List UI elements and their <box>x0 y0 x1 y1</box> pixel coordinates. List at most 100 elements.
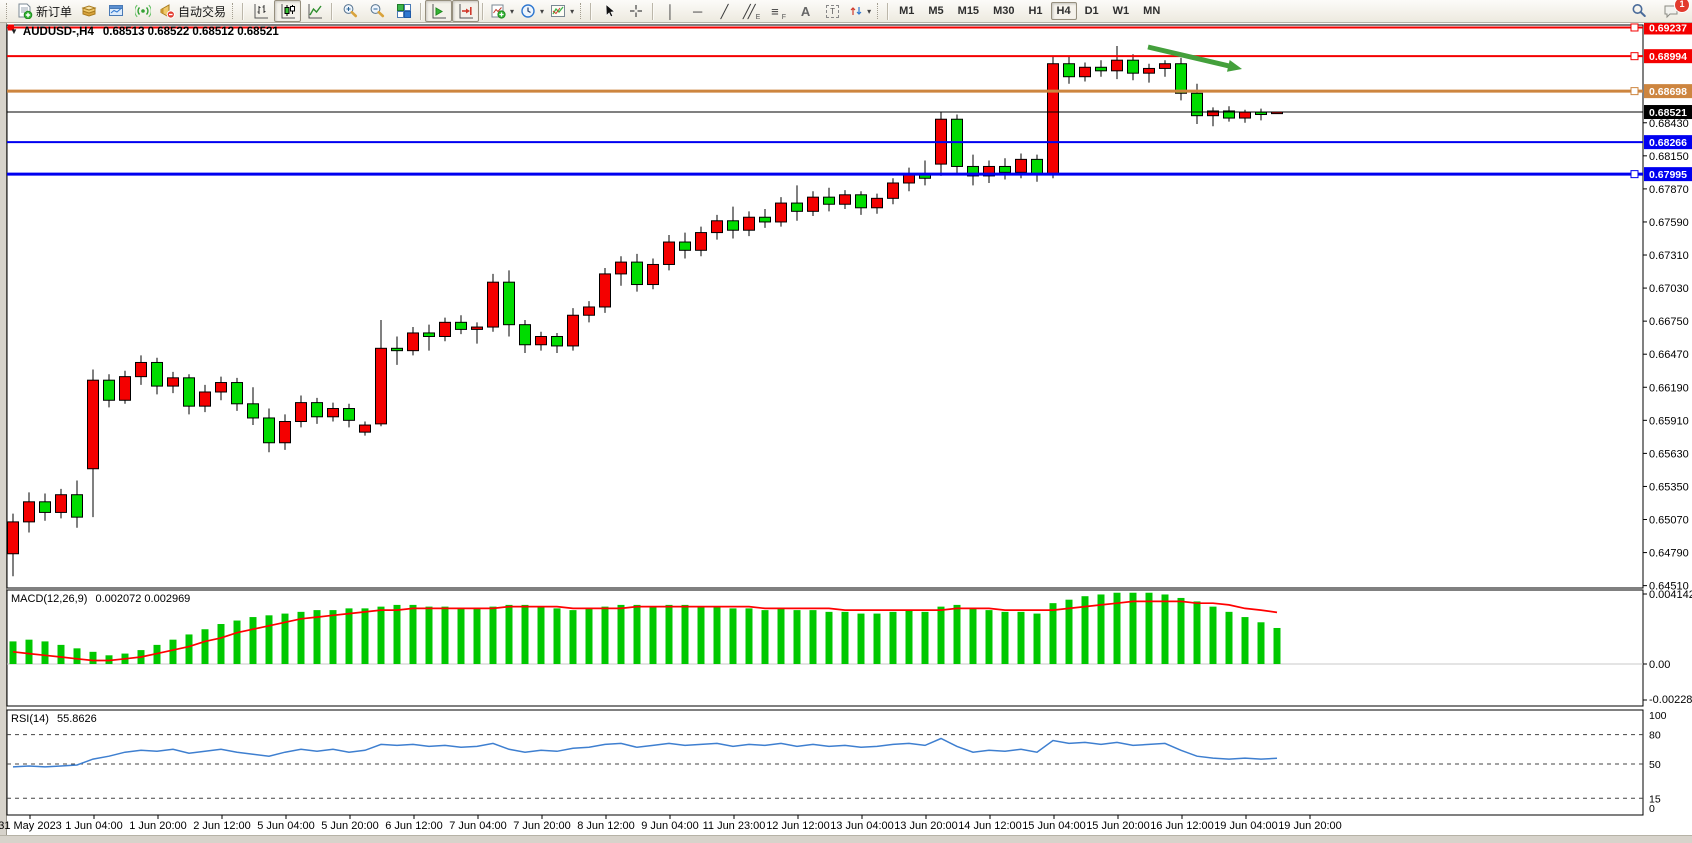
macd-bar <box>169 639 177 665</box>
macd-axis[interactable]: 0.004142 0.00 -0.002286 <box>1643 589 1692 706</box>
horizontal-line-button[interactable]: ─ <box>684 0 711 22</box>
market-watch-icon <box>80 3 97 19</box>
price-line-0.68994[interactable] <box>7 52 1643 61</box>
candle-down <box>727 220 739 231</box>
macd-bar <box>729 608 737 665</box>
timeframe-d1-button[interactable]: D1 <box>1084 5 1099 17</box>
macd-values: 0.002072 0.002969 <box>95 593 191 605</box>
rsi-title: RSI(14) <box>11 713 49 725</box>
chevron-down-icon: ▾ <box>867 6 872 16</box>
macd-bar <box>1177 597 1185 665</box>
notifications-button[interactable]: 1 <box>1658 0 1690 22</box>
svg-text:15 Jun 20:00: 15 Jun 20:00 <box>1086 820 1150 832</box>
candlestick-chart-button[interactable] <box>274 0 302 22</box>
svg-text:7 Jun 20:00: 7 Jun 20:00 <box>513 820 571 832</box>
rsi-value: 55.8626 <box>56 713 97 725</box>
macd-bar <box>313 610 321 665</box>
chart-shift-button[interactable] <box>452 0 480 22</box>
price-axis[interactable]: 0.68430 0.68150 0.67870 0.67590 0.67310 0.670… <box>1643 118 1689 593</box>
macd-bar <box>633 604 641 665</box>
price-line-0.69237[interactable] <box>7 23 1643 32</box>
vertical-line-button[interactable]: │ <box>657 0 684 22</box>
toolbar-grip[interactable] <box>6 3 10 19</box>
autotrade-button[interactable]: 自动交易 <box>156 0 229 22</box>
svg-text:0.65630: 0.65630 <box>1649 448 1689 460</box>
market-watch-button[interactable] <box>75 0 102 22</box>
zoom-in-button[interactable] <box>336 0 363 22</box>
toolbar-grip[interactable] <box>232 3 236 19</box>
macd-bar <box>457 608 465 665</box>
line-chart-button[interactable] <box>301 0 328 22</box>
macd-bar <box>617 604 625 665</box>
candle-up <box>839 194 851 205</box>
price-tag: 0.69237 <box>1644 23 1692 35</box>
timeframe-mn-button[interactable]: MN <box>1143 5 1161 17</box>
svg-text:0.65070: 0.65070 <box>1649 515 1689 527</box>
macd-bar <box>233 620 241 665</box>
candle-down <box>39 501 51 513</box>
toolbar-grip[interactable] <box>580 3 584 19</box>
candle-up <box>55 494 67 513</box>
indicators-button[interactable]: ▾ <box>487 0 517 22</box>
candle-up <box>471 326 483 330</box>
templates-button[interactable]: ▾ <box>547 0 577 22</box>
timeframe-h4-button[interactable]: H4 <box>1050 2 1077 20</box>
rsi-axis[interactable]: 100 80 50 150 <box>1649 710 1667 815</box>
candle-down <box>455 321 467 330</box>
macd-bar <box>825 611 833 665</box>
price-line-0.67995[interactable] <box>7 170 1643 179</box>
cursor-button[interactable] <box>595 0 622 22</box>
svg-text:0.66470: 0.66470 <box>1649 349 1689 361</box>
zoom-out-button[interactable] <box>363 0 390 22</box>
macd-bar <box>425 606 433 665</box>
svg-text:0.68994: 0.68994 <box>1649 51 1687 63</box>
trendline-button[interactable]: ╱ <box>711 0 738 22</box>
price-tag: 0.68698 <box>1644 84 1692 99</box>
timeframe-m5-button[interactable]: M5 <box>928 5 944 17</box>
svg-text:0.67870: 0.67870 <box>1649 184 1689 196</box>
macd-bar <box>281 613 289 665</box>
arrows-button[interactable]: ▾ <box>846 0 874 22</box>
periods-button[interactable]: ▾ <box>517 0 547 22</box>
new-order-button[interactable]: 新订单 <box>13 0 75 22</box>
time-axis[interactable]: 31 May 2023 1 Jun 04:00 1 Jun 20:00 2 Jun 1… <box>0 815 1342 832</box>
window-bottom-edge[interactable] <box>0 835 1692 843</box>
fibonacci-button[interactable]: ≡ F <box>771 3 787 22</box>
line-handle <box>1630 87 1639 96</box>
candle-down <box>1191 92 1203 117</box>
timeframe-m30-button[interactable]: M30 <box>993 5 1015 17</box>
svg-text:0.64790: 0.64790 <box>1649 548 1689 560</box>
macd-bar <box>249 617 257 665</box>
price-line-0.68698[interactable] <box>7 87 1643 96</box>
svg-text:0.68521: 0.68521 <box>1649 107 1687 119</box>
auto-scroll-button[interactable] <box>425 0 453 22</box>
collapse-arrow-icon[interactable]: ▼ <box>10 27 18 36</box>
timeframe-m1-button[interactable]: M1 <box>899 5 915 17</box>
timeframe-m15-button[interactable]: M15 <box>957 5 980 17</box>
crosshair-button[interactable] <box>622 0 649 22</box>
candle-down <box>679 241 691 251</box>
autotrade-label: 自动交易 <box>178 4 227 19</box>
search-button[interactable] <box>1625 0 1652 22</box>
candle-up <box>215 382 227 393</box>
svg-text:0: 0 <box>1649 803 1655 815</box>
toolbar-grip[interactable] <box>877 3 881 19</box>
timeframe-w1-button[interactable]: W1 <box>1112 5 1130 17</box>
tile-windows-button[interactable] <box>390 0 417 22</box>
terminal-button[interactable] <box>102 0 129 22</box>
svg-text:19 Jun 20:00: 19 Jun 20:00 <box>1278 820 1342 832</box>
trend-arrow[interactable] <box>1147 44 1242 72</box>
channel-button[interactable]: ╱╱ E <box>742 3 761 22</box>
macd-bar <box>185 634 193 665</box>
signals-button[interactable] <box>129 0 156 22</box>
macd-bar <box>777 608 785 665</box>
text-label-button[interactable]: T <box>819 0 846 22</box>
macd-bar <box>889 611 897 665</box>
text-button[interactable]: A <box>792 0 819 22</box>
timeframe-h1-button[interactable]: H1 <box>1028 5 1043 17</box>
chart-canvas[interactable]: 0.68430 0.68150 0.67870 0.67590 0.67310 0.670… <box>0 23 1692 842</box>
svg-text:0.67030: 0.67030 <box>1649 283 1689 295</box>
bar-chart-button[interactable] <box>247 0 274 22</box>
candle-up <box>327 408 339 418</box>
text-label-icon: T <box>826 4 840 18</box>
